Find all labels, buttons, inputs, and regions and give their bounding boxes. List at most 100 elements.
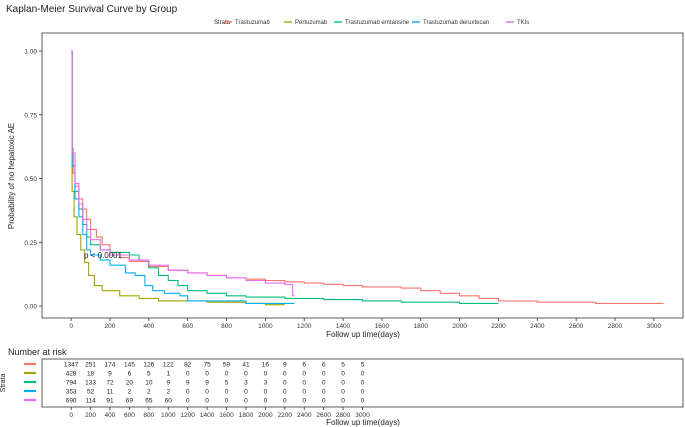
x-tick-label: 400 <box>143 323 154 330</box>
y-tick-label: 0.50 <box>24 176 37 183</box>
risk-cell: 6 <box>128 371 132 378</box>
risk-cell: 0 <box>186 371 190 378</box>
x-tick-label: 200 <box>105 323 116 330</box>
risk-cell: 91 <box>106 398 114 405</box>
risk-cell: 0 <box>225 398 229 405</box>
legend-title: Strata <box>214 20 231 26</box>
risk-cell: 0 <box>361 389 365 396</box>
curve-tkis <box>71 50 295 297</box>
risk-cell: 0 <box>361 371 365 378</box>
risk-cell: 0 <box>341 389 345 396</box>
risk-x-tick-label: 1200 <box>180 412 195 419</box>
risk-cell: 0 <box>283 371 287 378</box>
y-tick-label: 0.25 <box>24 240 37 247</box>
x-axis: 0 200 400 600 800 1000 1200 1400 1600 1800 2000 220… <box>69 318 661 330</box>
risk-cell: 10 <box>145 380 153 387</box>
risk-cell: 0 <box>225 371 229 378</box>
risk-cell: 1 <box>166 371 170 378</box>
risk-cell: 0 <box>302 380 306 387</box>
risk-cell: 6 <box>302 362 306 369</box>
x-tick-label: 2000 <box>452 323 467 330</box>
risk-cell: 5 <box>147 371 151 378</box>
y-axis: 0.00 0.25 0.50 0.75 1.00 <box>24 49 42 311</box>
risk-cell: 82 <box>184 362 192 369</box>
risk-cell: 69 <box>126 398 134 405</box>
risk-cell: 251 <box>85 362 96 369</box>
risk-x-tick-label: 2800 <box>336 412 351 419</box>
risk-cell: 0 <box>205 389 209 396</box>
risk-cell: 3 <box>244 380 248 387</box>
risk-cell: 126 <box>143 362 154 369</box>
risk-cell: 2 <box>147 389 151 396</box>
risk-x-tick-label: 800 <box>143 412 154 419</box>
risk-cell: 114 <box>85 398 96 405</box>
p-value-annotation: p < 0.0001 <box>84 251 123 260</box>
risk-cell: 0 <box>205 398 209 405</box>
risk-cell: 2 <box>128 389 132 396</box>
curve-pertuzumab <box>71 50 285 306</box>
y-axis-label: Probability of no hepatoxic AE <box>7 123 16 229</box>
risk-cell: 0 <box>186 389 190 396</box>
risk-cell: 9 <box>205 380 209 387</box>
risk-cell: 72 <box>106 380 114 387</box>
risk-cell: 0 <box>283 389 287 396</box>
risk-x-tick-label: 2400 <box>297 412 312 419</box>
risk-x-tick-label: 1600 <box>219 412 234 419</box>
risk-x-tick-label: 2000 <box>258 412 273 419</box>
risk-cell: 0 <box>322 380 326 387</box>
x-tick-label: 1200 <box>297 323 312 330</box>
risk-cell: 3 <box>264 380 268 387</box>
risk-cell: 0 <box>283 380 287 387</box>
risk-cell: 59 <box>223 362 231 369</box>
risk-table-y-label: Strata <box>0 374 7 393</box>
plot-frame <box>41 32 684 319</box>
risk-cell: 0 <box>264 389 268 396</box>
risk-cell: 11 <box>107 389 114 396</box>
x-tick-label: 1800 <box>414 323 429 330</box>
y-tick-label: 1.00 <box>24 49 37 56</box>
risk-cell: 0 <box>361 398 365 405</box>
risk-cell: 6 <box>322 362 326 369</box>
risk-x-tick-label: 600 <box>124 412 135 419</box>
risk-cell: 0 <box>244 389 248 396</box>
risk-cell: 1347 <box>64 362 79 369</box>
x-tick-label: 1600 <box>375 323 390 330</box>
y-tick-label: 0.00 <box>24 304 37 311</box>
risk-cell: 2 <box>166 389 170 396</box>
risk-cell: 0 <box>244 371 248 378</box>
risk-cell: 0 <box>186 398 190 405</box>
risk-cell: 145 <box>124 362 135 369</box>
risk-cell: 9 <box>166 380 170 387</box>
risk-cell: 0 <box>244 398 248 405</box>
x-tick-label: 0 <box>69 323 73 330</box>
risk-cell: 0 <box>283 398 287 405</box>
risk-cell: 65 <box>145 398 153 405</box>
risk-cell: 0 <box>264 398 268 405</box>
risk-cell: 122 <box>163 362 174 369</box>
legend-label-pertuzumab: Pertuzumab <box>295 20 328 26</box>
risk-x-tick-label: 400 <box>105 412 116 419</box>
curve-trastuzumab-emtansine <box>71 50 499 304</box>
risk-cell: 0 <box>264 371 268 378</box>
x-tick-label: 600 <box>182 323 193 330</box>
risk-cell: 5 <box>341 362 345 369</box>
x-axis-label: Follow up time(days) <box>326 330 400 339</box>
legend-label-trastuzumab-deruxtecan: Trastuzumab deruxtecan <box>423 20 489 26</box>
risk-table-x-axis: 0 200 400 600 800 1000 1200 1400 1600 1800 2000 220… <box>69 407 370 419</box>
risk-cell: 0 <box>225 389 229 396</box>
main-plot: 0.00 0.25 0.50 0.75 1.00 0 200 400 600 800 1000 12… <box>7 32 684 339</box>
risk-cell: 5 <box>225 380 229 387</box>
risk-cell: 0 <box>341 371 345 378</box>
risk-table-title: Number at risk <box>8 347 67 357</box>
survival-curves <box>71 50 664 306</box>
risk-cell: 353 <box>66 389 77 396</box>
risk-x-tick-label: 200 <box>85 412 96 419</box>
legend-label-tkis: TKIs <box>517 20 529 26</box>
risk-cell: 0 <box>302 398 306 405</box>
risk-cell: 0 <box>302 371 306 378</box>
risk-cell: 0 <box>341 398 345 405</box>
risk-table-x-label: Follow up time(days) <box>326 418 400 427</box>
risk-cell: 0 <box>205 371 209 378</box>
x-tick-label: 2200 <box>491 323 506 330</box>
